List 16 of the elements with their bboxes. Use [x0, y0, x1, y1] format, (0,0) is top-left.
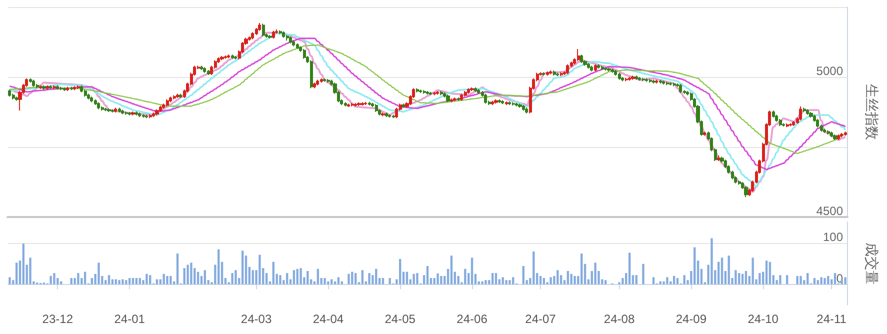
- x-tick-label: 24-08: [604, 312, 635, 326]
- x-tick-label: 24-04: [312, 312, 344, 326]
- y-axis-title: 成交量: [864, 242, 880, 284]
- x-tick-label: 24-03: [240, 312, 272, 326]
- y-tick-label: 4500: [816, 204, 844, 218]
- y-tick-label: 5000: [816, 64, 844, 78]
- x-tick-label: 24-07: [525, 312, 556, 326]
- y-tick-label: 100: [822, 230, 844, 244]
- x-tick-label: 24-06: [456, 312, 488, 326]
- x-tick-label: 23-12: [42, 312, 74, 326]
- y-axis-title: 生丝指数: [864, 84, 880, 140]
- x-tick-label: 24-05: [384, 312, 416, 326]
- x-tick-label: 24-11: [816, 312, 847, 326]
- x-tick-label: 24-09: [676, 312, 707, 326]
- x-tick-label: 24-10: [748, 312, 779, 326]
- x-tick-label: 24-01: [114, 312, 146, 326]
